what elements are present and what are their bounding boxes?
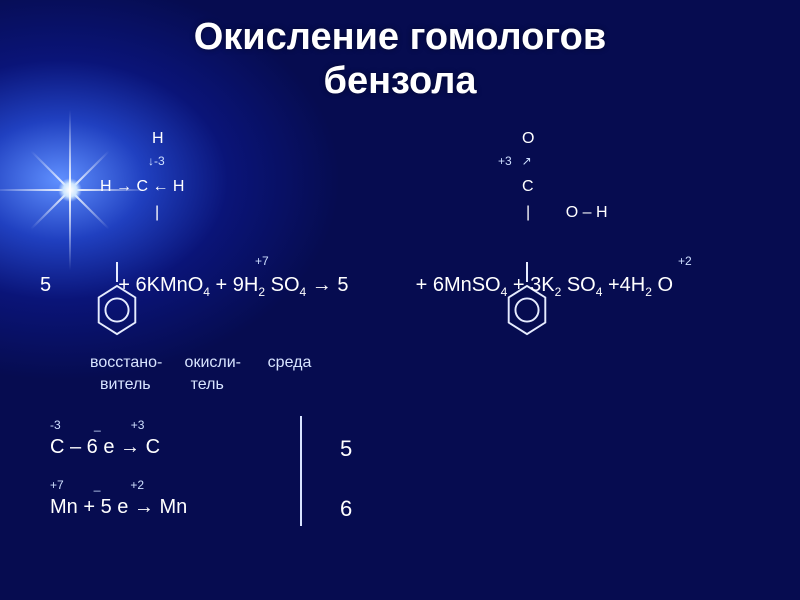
title-line-2: бензола <box>0 60 800 104</box>
product-oh: | O – H <box>526 204 608 222</box>
eq-sub-7: 2 <box>645 285 652 299</box>
product-top-ox: +3 ↗ <box>498 154 532 168</box>
eq-kmno4: + 6KMnO <box>118 274 203 296</box>
eq-k2: + 3K <box>513 274 555 296</box>
eq-sub-1: 4 <box>203 285 210 299</box>
balance-coef-2: 6 <box>340 496 352 522</box>
main-equation: 5 + 6KMnO4 + 9H2 SO4 → 5 + 6MnSO4 + 3K2 … <box>40 274 673 299</box>
slide-title: Окисление гомологов бензола <box>0 0 800 103</box>
eq-mnso4: + 6MnSO <box>416 274 501 296</box>
eq-sub-3: 4 <box>300 285 307 299</box>
product-ring-ox: +2 <box>678 254 692 268</box>
lens-flare <box>40 160 100 220</box>
eq-coef-1: 5 <box>40 274 51 296</box>
redox-labels-row2: витель тель <box>100 376 224 394</box>
redox-labels-row1: восстано- окисли- среда <box>90 354 311 372</box>
title-line-1: Окисление гомологов <box>0 16 800 60</box>
reactant-ring-ox: +7 <box>255 254 269 268</box>
half-rxn-2: Mn + 5 e → Mn <box>50 496 187 519</box>
eq-h2o-h: +4H <box>608 274 645 296</box>
eq-so4-b: SO <box>567 274 596 296</box>
eq-sub-2: 2 <box>258 285 265 299</box>
half-rxn-1: C – 6 e → C <box>50 436 160 459</box>
eq-so4-a: SO <box>271 274 300 296</box>
eq-arrow: → 5 <box>312 274 349 296</box>
half-rxn-divider <box>300 416 302 526</box>
product-top-o: O <box>522 130 534 148</box>
reactant-bond: | <box>155 204 159 222</box>
eq-sub-4: 4 <box>501 285 508 299</box>
balance-coef-1: 5 <box>340 436 352 462</box>
reactant-top-ox: ↓-3 <box>148 154 165 168</box>
eq-h2: + 9H <box>216 274 259 296</box>
eq-h2o-o: O <box>657 274 673 296</box>
half-rxn-1-ox: -3 _ +3 <box>50 418 144 432</box>
eq-sub-6: 4 <box>596 285 603 299</box>
reactant-mid: H → C ← H <box>100 178 184 196</box>
eq-sub-5: 2 <box>555 285 562 299</box>
reactant-top-h: H <box>152 130 164 148</box>
product-mid: C <box>522 178 534 196</box>
half-rxn-2-ox: +7 _ +2 <box>50 478 144 492</box>
